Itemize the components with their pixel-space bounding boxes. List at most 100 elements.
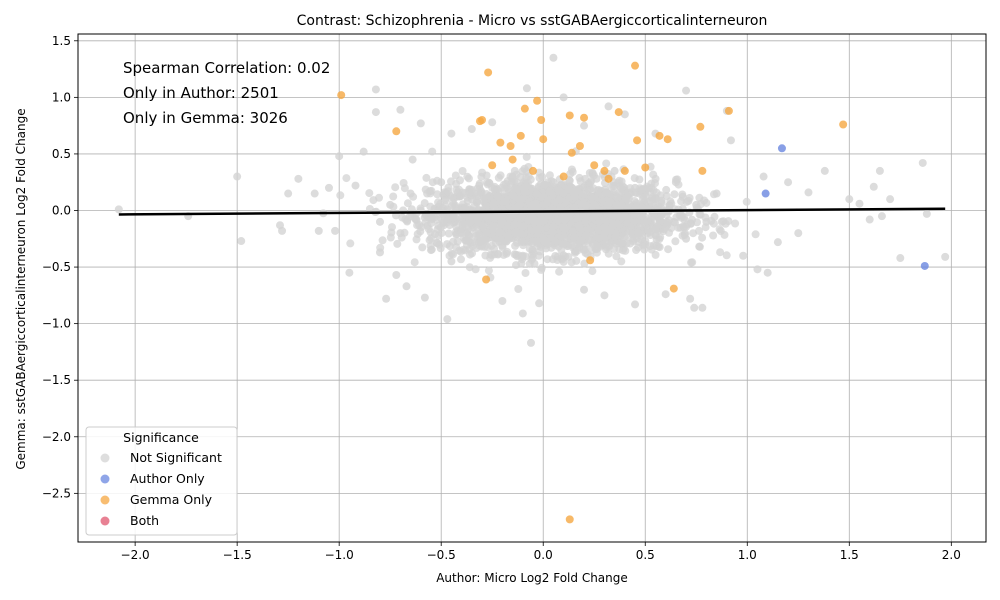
not-significant-point (408, 155, 417, 164)
cloud-point (521, 269, 530, 277)
cloud-point (590, 212, 599, 221)
author-only-point (761, 189, 770, 198)
not-significant-point (641, 240, 650, 249)
cloud-point (582, 231, 591, 240)
cloud-point (651, 179, 659, 188)
not-significant-point (375, 217, 384, 226)
cloud-point (602, 243, 611, 251)
cloud-point (560, 215, 569, 224)
not-significant-point (324, 183, 333, 192)
not-significant-point (580, 246, 589, 255)
gemma-only-point (669, 284, 678, 293)
gemma-only-point (565, 515, 574, 524)
not-significant-point (651, 195, 660, 204)
not-significant-point (759, 172, 768, 181)
cloud-point (630, 174, 639, 183)
cloud-point (619, 246, 627, 255)
cloud-point (393, 239, 402, 248)
y-tick-label: −2.0 (42, 430, 71, 444)
chart-title: Contrast: Schizophrenia - Micro vs sstGA… (297, 13, 768, 29)
cloud-point (433, 190, 442, 199)
not-significant-point (610, 166, 619, 175)
y-tick-label: −2.5 (42, 486, 71, 500)
not-significant-point (686, 294, 695, 303)
not-significant-point (488, 183, 497, 192)
cloud-point (617, 201, 626, 210)
cloud-point (493, 192, 502, 201)
not-significant-point (392, 270, 401, 279)
not-significant-point (804, 188, 813, 197)
x-tick-label: −1.5 (223, 548, 252, 562)
cloud-point (481, 251, 490, 260)
cloud-point (410, 258, 419, 267)
not-significant-point (314, 226, 323, 235)
cloud-point (540, 180, 549, 189)
gemma-only-point (520, 104, 529, 113)
fit-line-group (118, 207, 946, 216)
not-significant-point (467, 125, 476, 134)
x-tick-label: 1.0 (738, 548, 757, 562)
cloud-point (617, 257, 626, 266)
cloud-point (512, 261, 520, 270)
not-significant-point (631, 183, 640, 192)
legend-label-author-only: Author Only (130, 471, 205, 486)
gemma-only-point (620, 166, 629, 175)
not-significant-point (569, 189, 578, 198)
cloud-point (698, 233, 707, 242)
cloud-point (607, 182, 616, 191)
cloud-point (475, 179, 484, 188)
gemma-only-point (533, 96, 542, 105)
cloud-point (683, 220, 692, 229)
cloud-point (716, 227, 725, 235)
not-significant-point (855, 199, 864, 208)
not-significant-point (600, 291, 609, 300)
cloud-point (716, 248, 725, 257)
cloud-point (386, 233, 395, 242)
x-axis-title: Author: Micro Log2 Fold Change (436, 571, 628, 585)
not-significant-point (682, 234, 691, 243)
cloud-point (489, 221, 498, 230)
not-significant-point (518, 251, 527, 260)
cloud-point (652, 188, 661, 197)
cloud-point (671, 237, 680, 246)
cloud-point (426, 228, 435, 237)
cloud-point (570, 203, 579, 212)
cloud-point (487, 241, 496, 250)
not-significant-point (351, 181, 360, 190)
not-significant-point (702, 217, 711, 226)
cloud-point (645, 183, 653, 192)
not-significant-point (671, 178, 680, 187)
cloud-point (449, 193, 457, 202)
not-significant-point (559, 223, 568, 232)
gemma-only-point (506, 142, 515, 151)
not-significant-point (406, 189, 415, 198)
cloud-point (709, 231, 718, 240)
gemma-only-point (482, 275, 491, 284)
gemma-only-point (641, 163, 650, 172)
gemma-only-point (839, 120, 848, 129)
cloud-point (537, 265, 546, 274)
author-only-point (777, 144, 786, 153)
not-significant-point (877, 212, 886, 221)
x-tick-label: 0.5 (636, 548, 655, 562)
cloud-point (751, 230, 760, 239)
cloud-point (532, 189, 541, 198)
not-significant-point (600, 229, 609, 238)
cloud-point (514, 285, 523, 293)
not-significant-point (402, 282, 411, 291)
not-significant-point (763, 268, 772, 277)
not-significant-point (488, 118, 497, 127)
gemma-only-point (655, 131, 664, 140)
not-significant-point (865, 215, 874, 224)
legend-marker-gemma-only (100, 495, 110, 505)
cloud-point (555, 267, 564, 276)
cloud-point (570, 233, 579, 242)
cloud-point (428, 178, 437, 187)
cloud-point (688, 258, 697, 267)
not-significant-point (549, 178, 558, 187)
cloud-point (731, 219, 740, 228)
cloud-point (742, 197, 751, 206)
not-significant-point (590, 200, 599, 209)
not-significant-point (426, 246, 435, 255)
